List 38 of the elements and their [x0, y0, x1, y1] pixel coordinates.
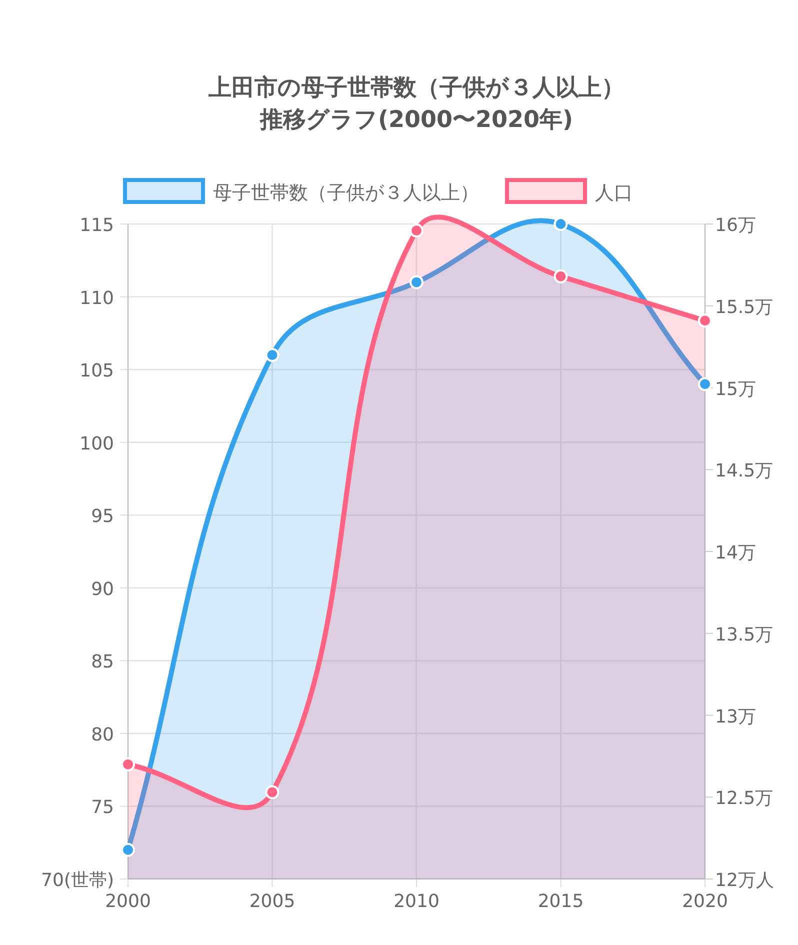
legend-label: 母子世帯数（子供が３人以上） — [213, 182, 479, 204]
point — [410, 224, 424, 238]
chart-subtitle: 推移グラフ(2000〜2020年) — [258, 107, 574, 133]
point — [265, 348, 280, 362]
y-tick-label: 80 — [91, 724, 114, 746]
point — [698, 377, 712, 392]
y-tick-label: 90 — [91, 578, 114, 600]
point — [410, 275, 424, 290]
point — [265, 785, 280, 800]
y2-tick-label: 15万 — [715, 378, 756, 400]
x-tick-label: 2020 — [682, 891, 728, 912]
y2-tick-label: 13万 — [715, 706, 756, 728]
point — [554, 217, 568, 231]
y2-tick-label: 13.5万 — [715, 624, 774, 646]
x-tick-label: 2000 — [105, 891, 151, 912]
chart-title: 上田市の母子世帯数（子供が３人以上） — [208, 74, 624, 101]
point — [121, 842, 135, 857]
y-tick-label: 105 — [80, 360, 114, 382]
x-tick-label: 2010 — [394, 891, 440, 912]
point — [121, 757, 135, 772]
point — [698, 314, 712, 328]
y-tick-label: 115 — [80, 215, 114, 236]
x-tick-label: 2005 — [249, 891, 296, 912]
x-tick-label: 2015 — [538, 891, 584, 912]
y2-tick-label: 12.5万 — [715, 788, 774, 810]
y-tick-label: 70(世帯) — [41, 870, 114, 891]
y2-tick-label: 14.5万 — [715, 460, 774, 482]
y-tick-label: 95 — [91, 506, 114, 528]
y2-tick-label: 15.5万 — [715, 296, 774, 318]
y2-tick-label: 14万 — [715, 542, 756, 564]
point — [554, 269, 568, 284]
y2-tick-label: 16万 — [715, 215, 756, 236]
y2-tick-label: 12万人 — [715, 870, 774, 891]
y-tick-label: 75 — [91, 797, 114, 818]
y-tick-label: 85 — [91, 652, 114, 673]
y-tick-label: 100 — [80, 433, 114, 454]
y-tick-label: 110 — [80, 288, 114, 309]
legend-label: 人口 — [595, 182, 633, 204]
